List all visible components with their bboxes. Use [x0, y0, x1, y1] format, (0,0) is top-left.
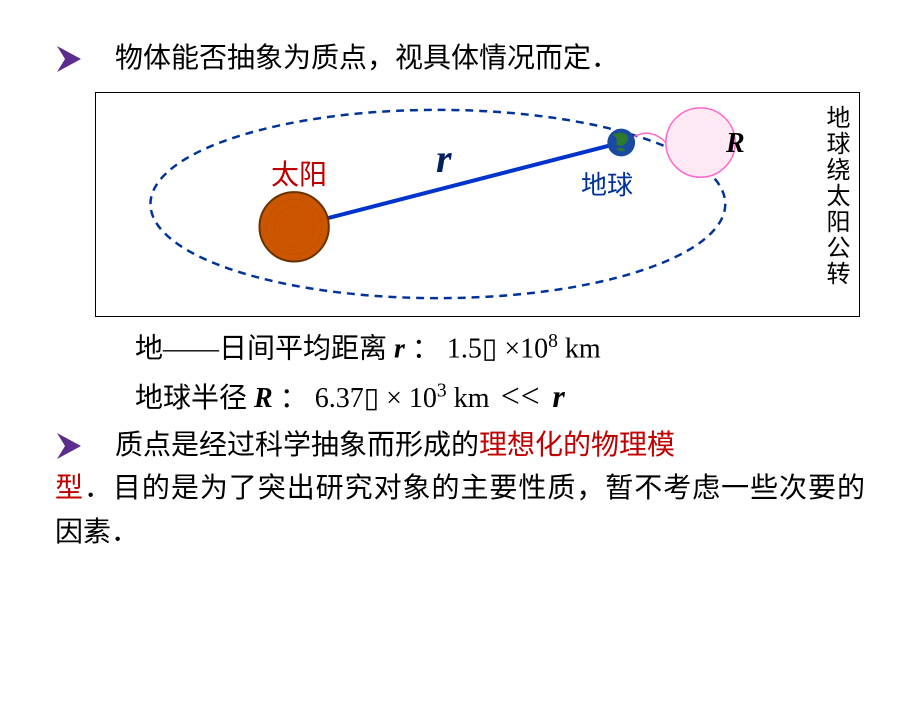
- earth-label: 地球: [581, 165, 633, 202]
- sun-label: 太阳: [271, 153, 327, 193]
- sun-icon: [259, 192, 328, 261]
- equation-line-2: 地球半径 R ： 6.37▯ × 103 km << r: [0, 371, 920, 424]
- bullet-1-text: 物体能否抽象为质点，视具体情况而定．: [115, 38, 619, 80]
- big-r-label: R: [726, 128, 745, 160]
- r-label: r: [436, 135, 452, 182]
- bullet-2-line1: 质点是经过科学抽象而形成的理想化的物理模: [115, 425, 675, 467]
- equation-line-1: 地——日间平均距离 r ： 1.5▯ ×108 km: [0, 327, 920, 371]
- distance-line: [294, 143, 621, 227]
- arrow-bullet-icon: [55, 44, 87, 74]
- arrow-bullet-icon: [55, 431, 87, 461]
- r-radius-circle: [666, 108, 735, 177]
- bullet-2-continuation: 型．目的是为了突出研究对象的主要性质，暂不考虑一些次要的因素．: [0, 467, 920, 554]
- vertical-caption: 地球绕太阳公转: [818, 105, 853, 287]
- orbit-diagram: 太阳 r 地球 R 地球绕太阳公转: [95, 92, 860, 317]
